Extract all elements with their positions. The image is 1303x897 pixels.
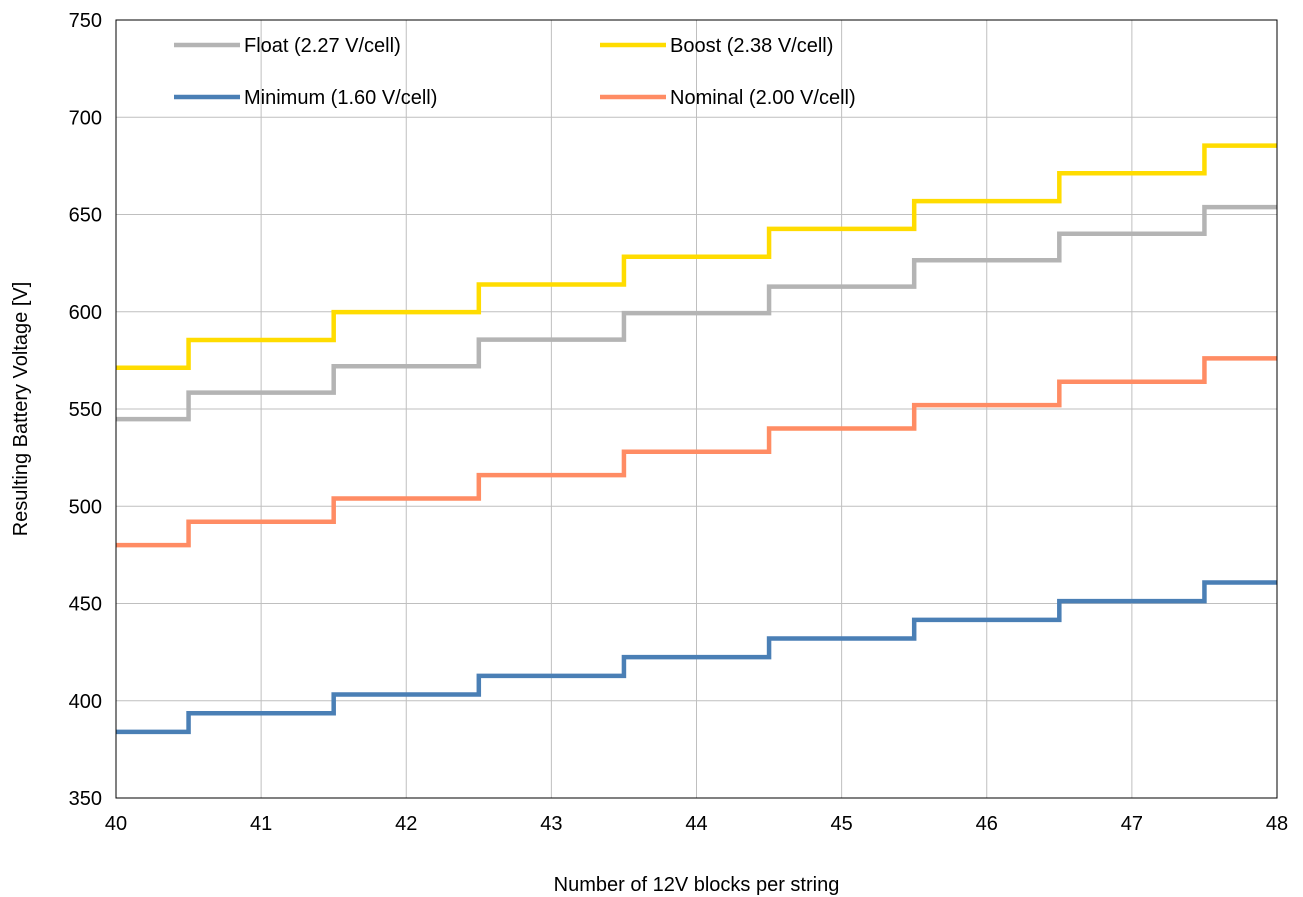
y-tick-label: 600 <box>69 302 102 324</box>
series-line-0 <box>116 204 1277 422</box>
y-tick-label: 400 <box>69 691 102 713</box>
legend-label: Boost (2.38 V/cell) <box>670 35 833 57</box>
x-tick-label: 45 <box>831 813 853 835</box>
y-tick-label: 450 <box>69 594 102 616</box>
legend-item-0: Float (2.27 V/cell) <box>174 35 401 57</box>
y-tick-label: 350 <box>69 788 102 810</box>
y-tick-label: 700 <box>69 107 102 129</box>
legend-label: Float (2.27 V/cell) <box>244 35 401 57</box>
y-tick-labels: 350 400 450 500 550 600 650 700 750 <box>69 10 102 810</box>
legend-item-3: Nominal (2.00 V/cell) <box>600 87 856 109</box>
x-tick-label: 47 <box>1121 813 1143 835</box>
x-tick-label: 41 <box>250 813 272 835</box>
x-tick-label: 46 <box>976 813 998 835</box>
grid <box>115 19 1278 799</box>
x-axis-title: Number of 12V blocks per string <box>554 874 840 896</box>
series-group <box>116 143 1277 735</box>
x-tick-label: 40 <box>105 813 127 835</box>
legend-item-2: Minimum (1.60 V/cell) <box>174 87 437 109</box>
y-tick-label: 750 <box>69 10 102 32</box>
legend: Float (2.27 V/cell) Boost (2.38 V/cell) Mi… <box>174 35 856 109</box>
legend-label: Minimum (1.60 V/cell) <box>244 87 437 109</box>
series-line-2 <box>116 580 1277 735</box>
x-tick-labels: 40 41 42 43 44 45 46 47 48 <box>105 813 1288 835</box>
x-tick-label: 48 <box>1266 813 1288 835</box>
x-tick-label: 44 <box>685 813 707 835</box>
plot-frame <box>115 19 1278 799</box>
y-tick-label: 500 <box>69 496 102 518</box>
x-tick-label: 42 <box>395 813 417 835</box>
y-axis-title: Resulting Battery Voltage [V] <box>10 282 32 537</box>
y-tick-label: 550 <box>69 399 102 421</box>
series-line-1 <box>116 143 1277 371</box>
series-line-3 <box>116 356 1277 548</box>
y-tick-label: 650 <box>69 205 102 227</box>
x-tick-label: 43 <box>540 813 562 835</box>
legend-label: Nominal (2.00 V/cell) <box>670 87 856 109</box>
legend-item-1: Boost (2.38 V/cell) <box>600 35 833 57</box>
